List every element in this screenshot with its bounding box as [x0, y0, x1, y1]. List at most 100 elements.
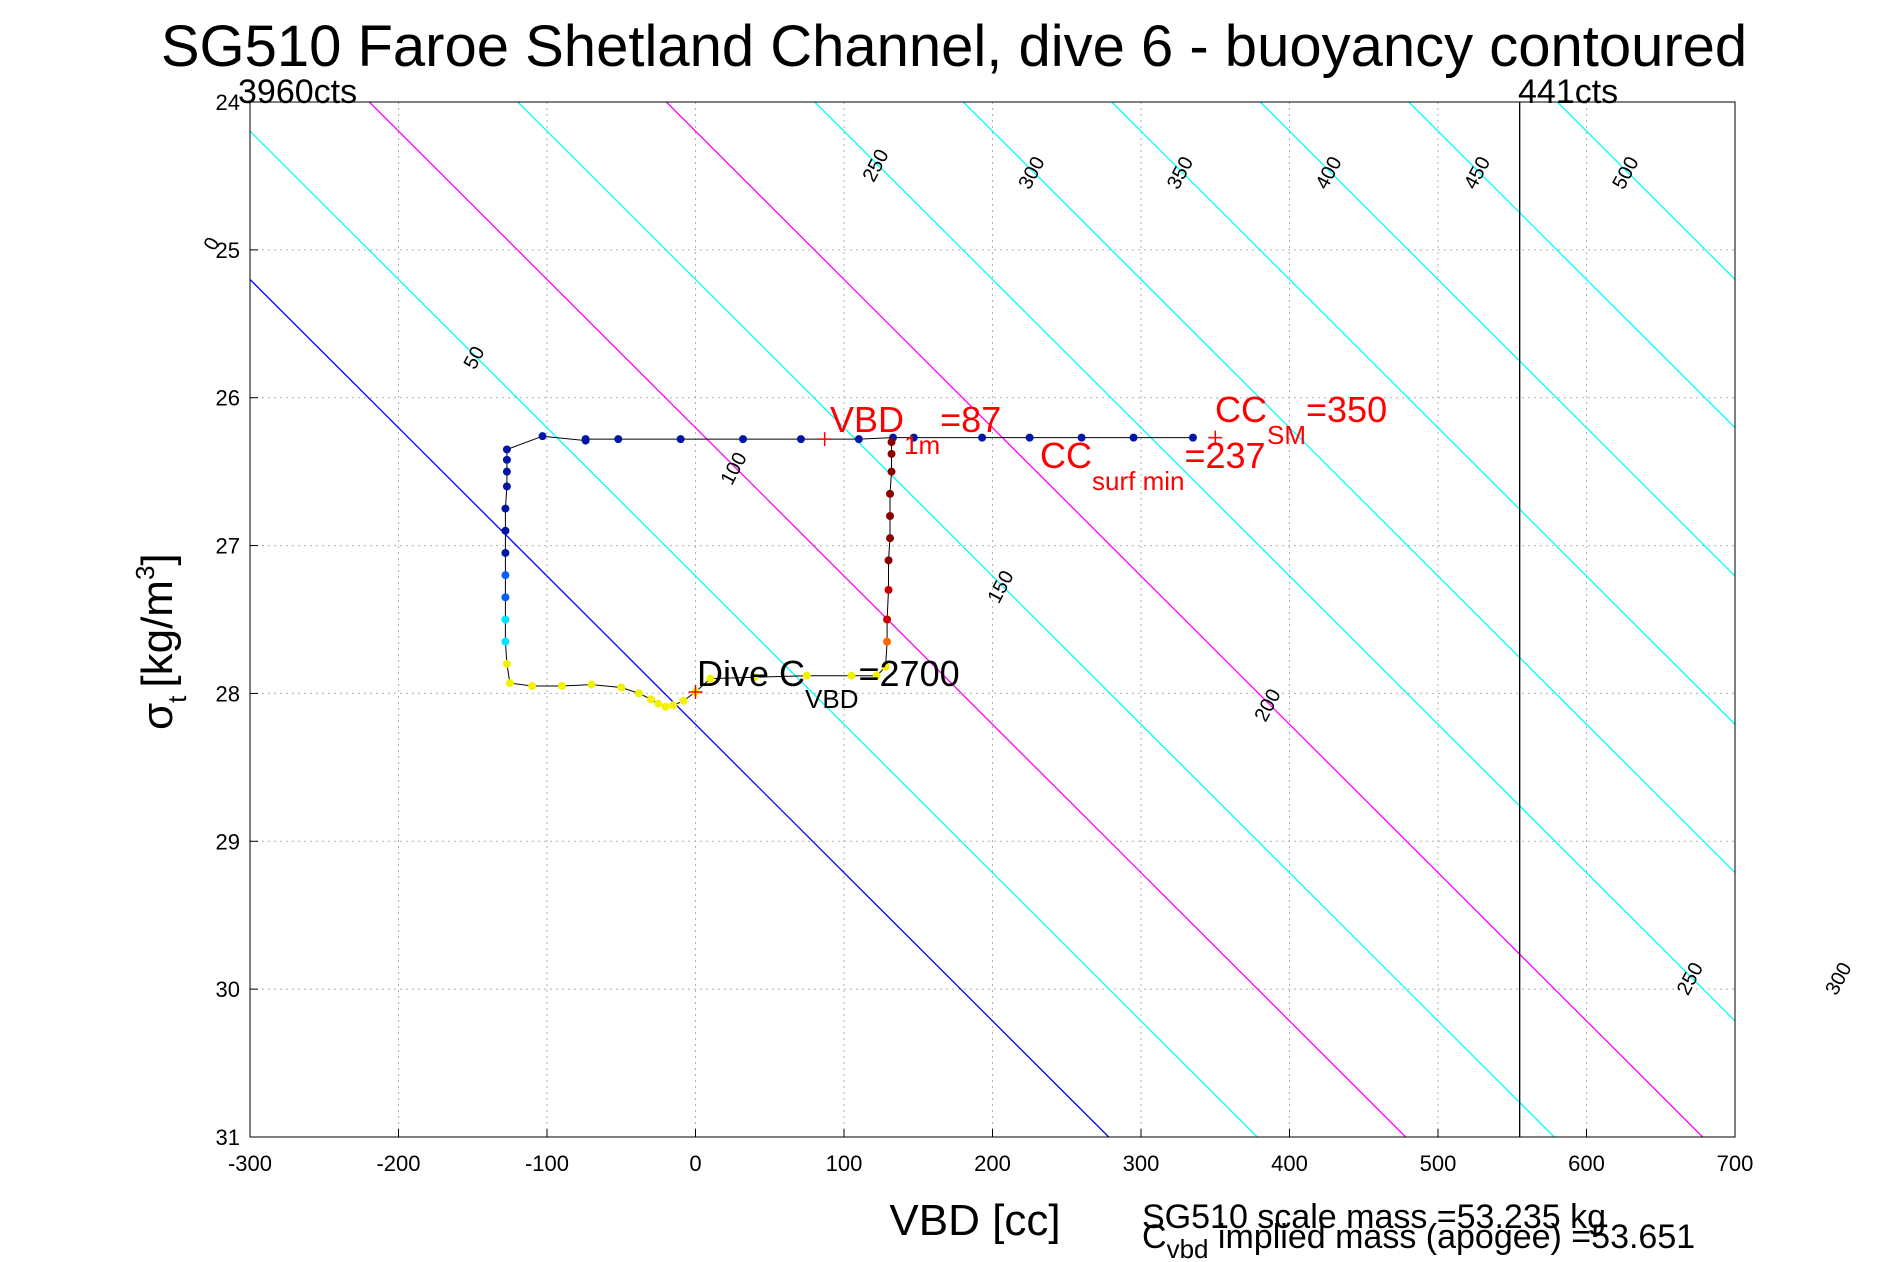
- descent-point: [501, 548, 510, 557]
- contour-level-label: 300: [1821, 959, 1856, 999]
- y-tick-label: 25: [216, 238, 240, 263]
- descent-point: [669, 701, 678, 710]
- contour-line: [1111, 102, 1735, 726]
- descent-point: [502, 445, 511, 454]
- ascent-point: [883, 615, 892, 624]
- x-tick-label: 400: [1271, 1151, 1308, 1176]
- buoyancy-contours: [250, 102, 1735, 1137]
- ascent-point: [802, 671, 811, 680]
- descent-point: [501, 637, 510, 646]
- cc-sm-marker: [1208, 430, 1223, 445]
- descent-point: [502, 482, 511, 491]
- descent-point: [587, 680, 596, 689]
- x-tick-label: -100: [525, 1151, 569, 1176]
- count-label-left: 3960cts: [238, 73, 357, 111]
- ascent-point: [884, 556, 893, 565]
- y-label-close: ]: [133, 553, 182, 565]
- chart-title: SG510 Faroe Shetland Channel, dive 6 - b…: [161, 14, 1747, 79]
- y-tick-label: 31: [216, 1125, 240, 1150]
- x-tick-label: -200: [376, 1151, 420, 1176]
- contour-line: [1408, 102, 1735, 429]
- ascent-point: [884, 585, 893, 594]
- descent-point: [661, 702, 670, 711]
- reference-markers: [688, 430, 1223, 699]
- ascent-point: [750, 673, 759, 682]
- descent-point: [505, 679, 514, 688]
- descent-point: [679, 696, 688, 705]
- descent-point: [978, 433, 987, 442]
- x-tick-label: 100: [826, 1151, 863, 1176]
- descent-point: [1025, 433, 1034, 442]
- descent-point: [502, 455, 511, 464]
- contour-line: [665, 102, 1704, 1137]
- descent-point: [1077, 433, 1086, 442]
- y-tick-label: 24: [216, 90, 240, 115]
- contour-line: [517, 102, 1555, 1137]
- cc-surf-min-annotation: CCsurf min=237: [1040, 435, 1266, 496]
- dive-cvbd-marker: [688, 684, 703, 699]
- y-label-sup: 3: [130, 566, 160, 580]
- contour-line: [1556, 102, 1735, 281]
- dive-cvbd-annotation: Dive CVBD=2700: [697, 653, 960, 714]
- descent-point: [646, 695, 655, 704]
- contour-line: [814, 102, 1735, 1022]
- descent-track: [504, 435, 1193, 708]
- descent-point: [635, 689, 644, 698]
- y-axis-label: σt [kg/m3]: [130, 553, 192, 730]
- descent-point: [581, 436, 590, 445]
- implied-mass-text: Cvbd implied mass (apogee) =53.651: [1142, 1218, 1695, 1262]
- contour-level-label: 50: [460, 343, 490, 373]
- descent-point: [501, 615, 510, 624]
- vbd-1m-annotation: VBD1m=87: [830, 399, 1001, 460]
- descent-point: [501, 593, 510, 602]
- descent-point: [617, 683, 626, 692]
- ascent-point: [886, 534, 895, 543]
- x-tick-label: 500: [1420, 1151, 1457, 1176]
- y-tick-label: 26: [216, 386, 240, 411]
- ascent-point: [883, 637, 892, 646]
- cc-sm-annotation: CCSM=350: [1215, 389, 1387, 450]
- ascent-point: [887, 449, 896, 458]
- y-label-unit: [kg/m: [133, 580, 182, 688]
- descent-point: [909, 433, 918, 442]
- grid: [250, 102, 1735, 1137]
- y-tick-label: 28: [216, 681, 240, 706]
- dive-path: [501, 432, 1197, 711]
- x-tick-label: 200: [974, 1151, 1011, 1176]
- descent-point: [1129, 433, 1138, 442]
- descent-point: [502, 659, 511, 668]
- contour-line: [1259, 102, 1735, 577]
- y-label-sub: t: [162, 695, 192, 703]
- ascent-point: [887, 467, 896, 476]
- descent-point: [501, 571, 510, 580]
- x-tick-label: 600: [1568, 1151, 1605, 1176]
- descent-point: [796, 435, 805, 444]
- ascent-point: [887, 438, 896, 447]
- descent-point: [528, 682, 537, 691]
- y-tick-label: 30: [216, 977, 240, 1002]
- descent-point: [557, 682, 566, 691]
- ascent-point: [706, 674, 715, 683]
- contour-labels: 0501001502002503003504004505002503003504…: [200, 146, 1857, 999]
- x-axis-label: VBD [cc]: [889, 1196, 1060, 1245]
- x-tick-label: 300: [1123, 1151, 1160, 1176]
- contour-line: [250, 278, 1110, 1137]
- descent-point: [614, 435, 623, 444]
- vbd-1m-marker: [817, 432, 832, 447]
- descent-point: [501, 526, 510, 535]
- y-tick-label: 29: [216, 829, 240, 854]
- ascent-point: [886, 489, 895, 498]
- count-label-right: 441cts: [1518, 73, 1618, 111]
- ascent-point: [847, 671, 856, 680]
- x-tick-label: 700: [1717, 1151, 1754, 1176]
- ascent-point: [872, 671, 881, 680]
- descent-point: [854, 435, 863, 444]
- axis-ticks: -300 -200 -100 0 100 200 300 400 500 600 700 24 25 26…: [216, 90, 1754, 1176]
- descent-point: [676, 435, 685, 444]
- descent-point: [654, 699, 663, 708]
- ascent-point: [881, 662, 890, 671]
- x-tick-label: -300: [228, 1151, 272, 1176]
- descent-point: [502, 467, 511, 476]
- descent-point: [501, 504, 510, 513]
